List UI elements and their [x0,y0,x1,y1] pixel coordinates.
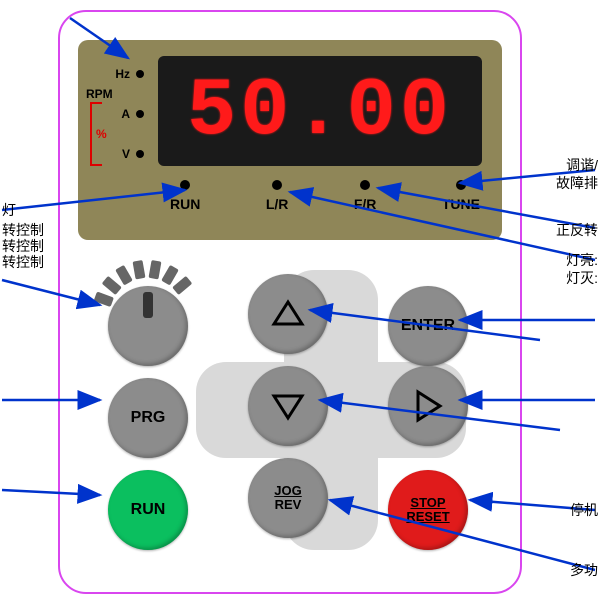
tick [102,276,122,295]
prg-label: PRG [131,409,166,427]
down-button[interactable] [248,366,328,446]
unit-a: A [121,107,130,121]
stop-top: STOP [410,495,445,510]
tick [149,260,162,279]
lcd-value: 50.00 [187,65,453,158]
status-run-label: RUN [170,196,200,212]
up-button[interactable] [248,274,328,354]
callout-lr-a: 灯亮: [566,250,598,270]
enter-label: ENTER [401,317,455,335]
jog-top: JOG [274,483,301,498]
status-tune-label: TUNE [442,196,480,212]
tick [133,260,146,279]
jog-bot: REV [275,497,302,512]
keypad-panel: Hz RPM A % V 50.00 RUN L/R F/R TUNE [58,10,522,594]
unit-bracket [90,102,102,166]
callout-left-c: 转控制 [2,252,44,272]
stop-reset-label: STOP RESET [406,496,449,525]
unit-indicator-block: Hz RPM A % V [88,64,144,164]
callout-multi: 多功 [570,560,598,580]
jog-rev-button[interactable]: JOG REV [248,458,328,538]
led-lr [272,180,282,190]
callout-tune-b: 故障排 [556,173,598,193]
callout-stop: 停机 [570,500,598,520]
right-button[interactable] [388,366,468,446]
status-led-row: RUN L/R F/R TUNE [170,180,480,212]
unit-hz: Hz [115,67,130,81]
stop-bot: RESET [406,509,449,524]
unit-v: V [122,147,130,161]
lcd-screen: 50.00 [158,56,482,166]
status-lr-label: L/R [266,196,289,212]
triangle-down-icon [268,386,308,426]
unit-dot-a [136,110,144,118]
callout-left-run: 灯 [2,200,16,220]
triangle-up-icon [268,294,308,334]
led-tune [456,180,466,190]
enter-button[interactable]: ENTER [388,286,468,366]
tick [94,291,114,307]
unit-dot-hz [136,70,144,78]
led-run [180,180,190,190]
prg-button[interactable]: PRG [108,378,188,458]
dial-knob[interactable] [108,286,188,366]
unit-rpm: RPM [86,87,113,101]
led-fr [360,180,370,190]
callout-fr: 正反转 [556,220,598,240]
keypad-area: ENTER PRG RUN JOG REV STOP RESET [78,260,502,590]
dial-pointer [143,292,153,318]
status-fr: F/R [354,180,377,212]
status-lr: L/R [266,180,289,212]
status-tune: TUNE [442,180,480,212]
status-run: RUN [170,180,200,212]
status-fr-label: F/R [354,196,377,212]
callout-lr-b: 灯灭: [566,268,598,288]
jog-rev-label: JOG REV [274,484,301,513]
callout-tune-a: 调谐/ [566,155,598,175]
triangle-right-icon [408,386,448,426]
run-button[interactable]: RUN [108,470,188,550]
run-label: RUN [131,501,166,519]
tick [115,265,133,286]
stop-reset-button[interactable]: STOP RESET [388,470,468,550]
display-area: Hz RPM A % V 50.00 RUN L/R F/R TUNE [78,40,502,240]
tick [172,276,192,295]
unit-dot-v [136,150,144,158]
